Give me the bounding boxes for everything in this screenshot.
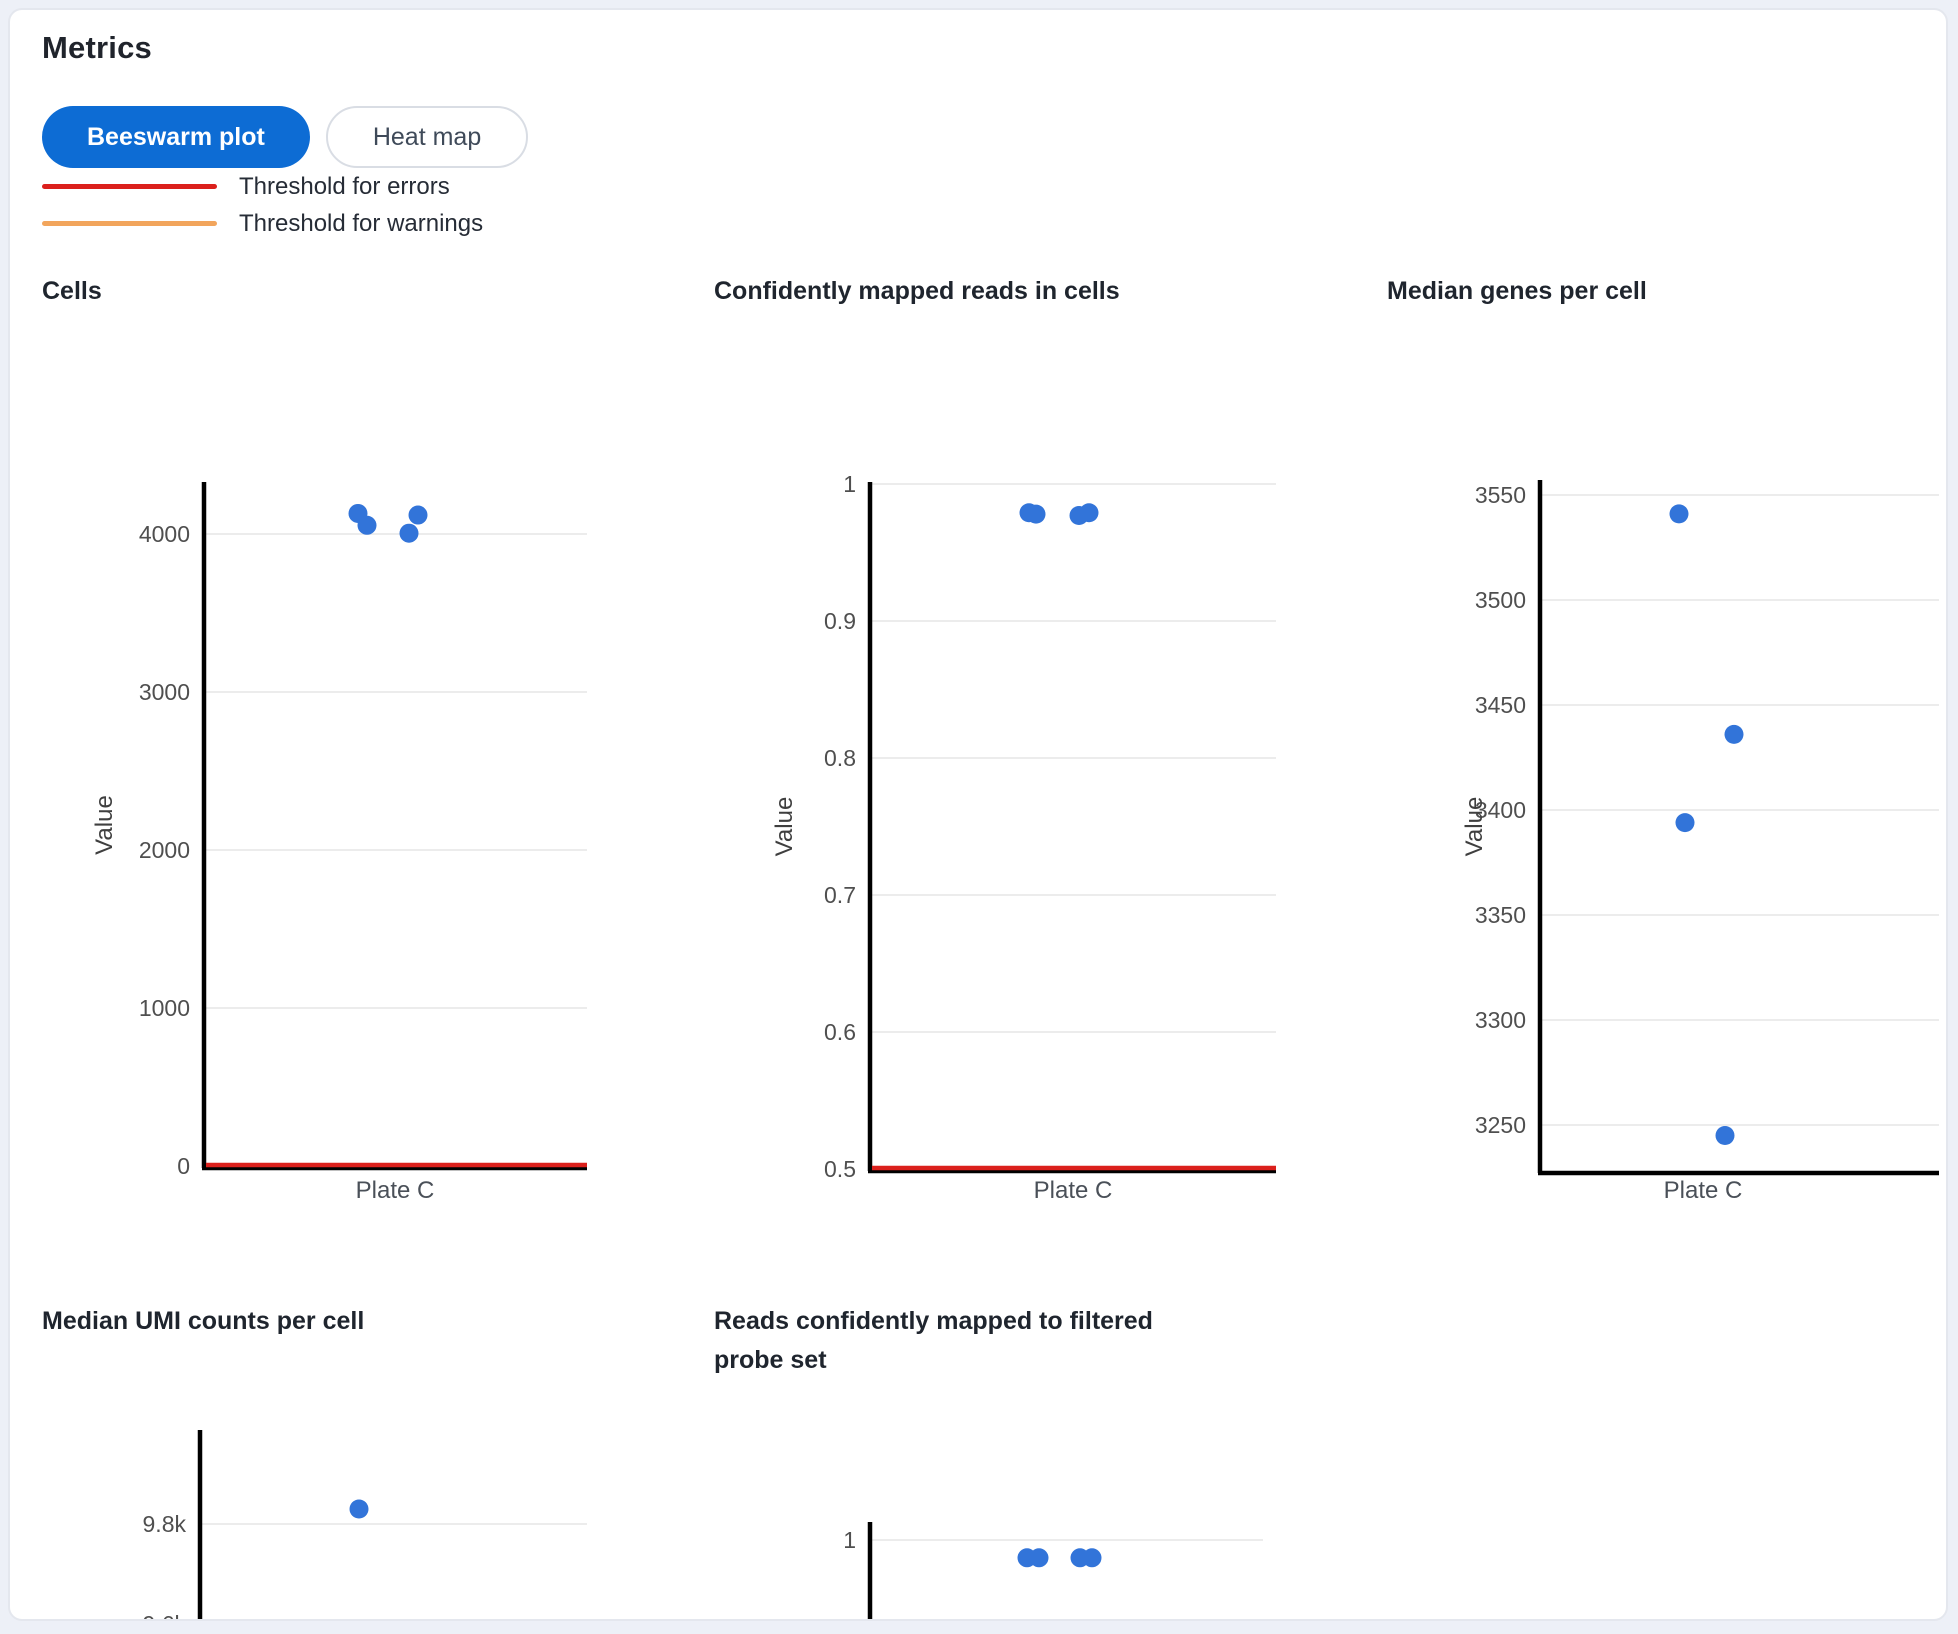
warning-threshold-line-swatch: [42, 221, 217, 226]
cells-beeswarm-plot: 0 1000 2000 3000 4000 Value Plate C: [91, 482, 587, 1204]
chart-title: Median UMI counts per cell: [42, 1307, 365, 1335]
warning-threshold-legend-item: Threshold for warnings: [42, 205, 483, 242]
median-umi-beeswarm-plot: 9.8k 9.6k: [143, 1430, 587, 1621]
median-genes-beeswarm-plot: 3250 3300 3350 3400 3450 3500 3550 Value Plate C: [1461, 480, 1939, 1204]
y-tick-label: 3450: [1475, 692, 1526, 718]
probe-set-reads-beeswarm-plot: 1: [843, 1522, 1263, 1619]
data-point[interactable]: [1026, 504, 1046, 524]
error-threshold-label: Threshold for errors: [239, 172, 450, 200]
y-tick-label: 0.7: [824, 882, 856, 908]
y-axis-title: Value: [771, 797, 798, 857]
data-point[interactable]: [1724, 724, 1744, 744]
y-tick-label: 4000: [139, 521, 190, 547]
data-point[interactable]: [408, 505, 428, 525]
chart-title: Reads confidently mapped to filtered pro…: [714, 1307, 1153, 1374]
y-tick-label: 3550: [1475, 482, 1526, 508]
error-threshold-legend-item: Threshold for errors: [42, 168, 483, 205]
x-axis-title: Plate C: [1664, 1177, 1743, 1204]
chart-title: Cells: [42, 277, 102, 305]
confidently-mapped-reads-beeswarm-plot: 0.5 0.6 0.7 0.8 0.9 1 Value Plate C: [771, 471, 1276, 1204]
data-point[interactable]: [357, 515, 377, 535]
data-point[interactable]: [1079, 503, 1099, 523]
chart-title: Confidently mapped reads in cells: [714, 277, 1120, 305]
chart-title: Median genes per cell: [1387, 277, 1647, 305]
y-tick-label: 0.8: [824, 745, 856, 771]
y-tick-label: 3500: [1475, 587, 1526, 613]
y-tick-label: 1000: [139, 995, 190, 1021]
y-tick-label: 1: [843, 471, 856, 497]
y-axis-title: Value: [91, 795, 118, 855]
y-tick-label: 3350: [1475, 902, 1526, 928]
warning-threshold-label: Threshold for warnings: [239, 209, 484, 237]
chart-cells: Cells 0 1000 2000 3000 4000 Value Plate C: [42, 272, 662, 1232]
y-tick-label: 0: [177, 1153, 190, 1179]
data-point[interactable]: [1082, 1548, 1102, 1568]
data-point[interactable]: [1669, 504, 1689, 524]
chart-median-umi: Median UMI counts per cell 9.8k 9.6k: [42, 1302, 662, 1621]
chart-confidently-mapped-reads: Confidently mapped reads in cells 0.5 0.6…: [714, 272, 1334, 1232]
y-tick-label: 3400: [1475, 797, 1526, 823]
y-tick-label: 3000: [139, 679, 190, 705]
y-tick-label: 0.9: [824, 608, 856, 634]
data-point[interactable]: [1675, 813, 1695, 833]
view-toggle: Beeswarm plot Heat map: [42, 106, 529, 168]
y-tick-label: 9.8k: [143, 1511, 187, 1537]
data-point[interactable]: [399, 523, 419, 543]
y-axis-title: Value: [1461, 797, 1488, 857]
data-point[interactable]: [1029, 1548, 1049, 1568]
error-threshold-line-swatch: [42, 184, 217, 189]
y-tick-label: 2000: [139, 837, 190, 863]
beeswarm-plot-button[interactable]: Beeswarm plot: [42, 106, 310, 168]
y-tick-label: 0.5: [824, 1156, 856, 1182]
y-tick-label: 9.6k: [143, 1611, 187, 1621]
chart-probe-set-reads: Reads confidently mapped to filtered pro…: [714, 1302, 1263, 1619]
data-point[interactable]: [349, 1499, 369, 1519]
metrics-card: Metrics Beeswarm plot Heat map Threshold…: [8, 8, 1948, 1621]
x-axis-title: Plate C: [356, 1177, 435, 1204]
y-tick-label: 1: [843, 1527, 856, 1553]
heat-map-button[interactable]: Heat map: [325, 106, 529, 168]
y-tick-label: 0.6: [824, 1019, 856, 1045]
threshold-legend: Threshold for errors Threshold for warni…: [42, 168, 483, 242]
chart-median-genes: Median genes per cell 3250 3300 3350 3400 34…: [1387, 272, 1946, 1232]
data-point[interactable]: [1715, 1126, 1735, 1145]
page-title: Metrics: [42, 30, 152, 65]
x-axis-title: Plate C: [1034, 1177, 1113, 1204]
y-tick-label: 3300: [1475, 1007, 1526, 1033]
y-tick-label: 3250: [1475, 1112, 1526, 1138]
